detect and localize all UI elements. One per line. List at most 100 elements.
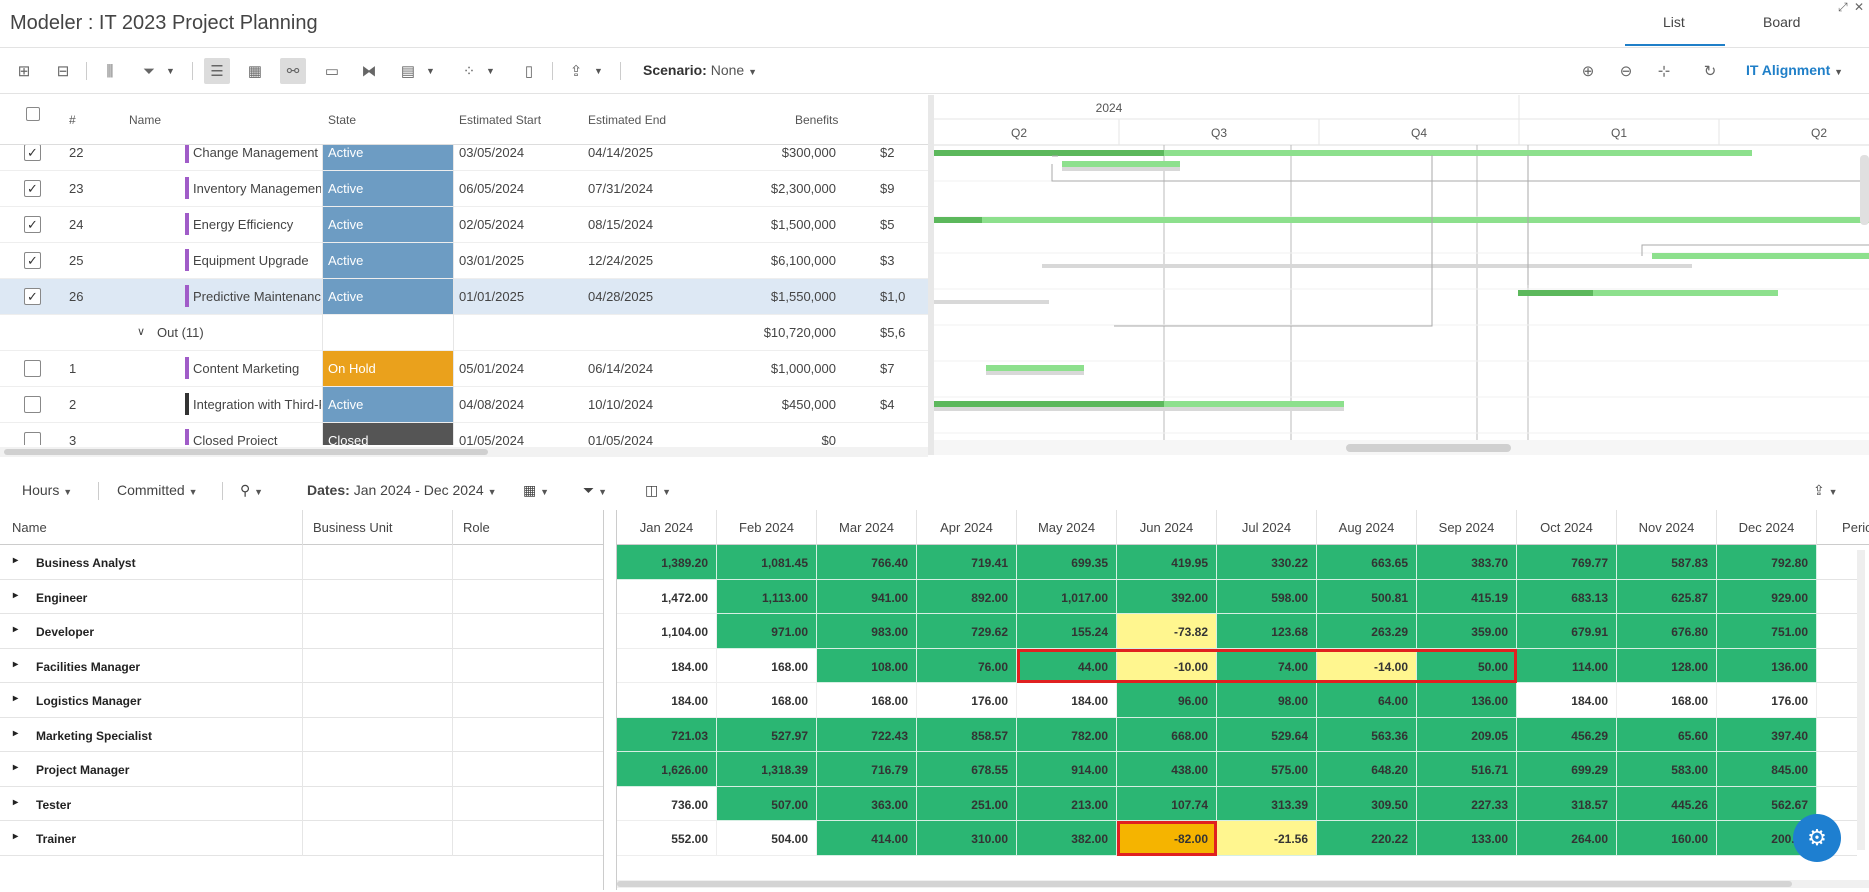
zoom-in-icon[interactable]: ⊕	[1581, 63, 1595, 80]
grid-horizontal-scrollbar[interactable]	[0, 447, 928, 457]
select-all-checkbox[interactable]	[26, 107, 40, 121]
capacity-cell[interactable]: 309.50	[1317, 786, 1417, 821]
capacity-cell[interactable]: -10.00	[1117, 648, 1217, 683]
gantt-task-bar[interactable]	[934, 150, 1752, 156]
expand-row-chevron-icon[interactable]: ▸	[13, 624, 19, 635]
column-header-est-end[interactable]: Estimated End	[588, 113, 667, 127]
capacity-cell[interactable]: 168.00	[1617, 683, 1717, 718]
month-header[interactable]: Jul 2024	[1217, 510, 1317, 545]
month-header[interactable]: Nov 2024	[1617, 510, 1717, 545]
gantt-task-bar[interactable]	[1518, 290, 1778, 296]
month-header[interactable]: Oct 2024	[1517, 510, 1617, 545]
row-checkbox[interactable]: ✓	[24, 180, 41, 197]
capacity-cell[interactable]: 96.00	[1117, 683, 1217, 718]
capacity-cell[interactable]: 516.71	[1417, 752, 1517, 787]
capacity-cell[interactable]: 123.68	[1217, 614, 1317, 649]
project-name[interactable]: Content Marketing	[193, 361, 300, 376]
capacity-cell[interactable]: 562.67	[1717, 786, 1817, 821]
state-badge[interactable]: Active	[322, 387, 453, 422]
resource-filter-icon[interactable]: ⏷ ▼	[583, 482, 608, 498]
project-name[interactable]: Closed Project	[193, 433, 278, 445]
refresh-icon[interactable]: ↻	[1703, 63, 1717, 80]
capacity-cell[interactable]: 1,318.39	[717, 752, 817, 787]
gantt-task-bar[interactable]	[1652, 253, 1869, 259]
project-name[interactable]: Predictive Maintenance	[193, 289, 321, 304]
capacity-cell[interactable]: 769.77	[1517, 545, 1617, 580]
group-row-out[interactable]: ∨ Out (11) $10,720,000 $5,6	[0, 315, 928, 351]
capacity-cell[interactable]: -21.56	[1217, 821, 1317, 856]
capacity-cell[interactable]: 251.00	[917, 786, 1017, 821]
units-selector[interactable]: Hours ▼	[22, 482, 72, 498]
capacity-cell[interactable]: 397.40	[1717, 717, 1817, 752]
capacity-cell[interactable]: 792.80	[1717, 545, 1817, 580]
capacity-cell[interactable]: 383.70	[1417, 545, 1517, 580]
project-name[interactable]: Equipment Upgrade	[193, 253, 309, 268]
capacity-cell[interactable]: 456.29	[1517, 717, 1617, 752]
close-icon[interactable]: ✕	[1854, 0, 1865, 14]
capacity-cell[interactable]: 263.29	[1317, 614, 1417, 649]
capacity-cell[interactable]: 719.41	[917, 545, 1017, 580]
column-header-benefits[interactable]: Benefits	[795, 113, 839, 127]
capacity-cell[interactable]: 699.35	[1017, 545, 1117, 580]
capacity-cell[interactable]: 751.00	[1717, 614, 1817, 649]
project-row[interactable]: ✓ 25 Equipment Upgrade Active 03/01/2025 12/2…	[0, 243, 928, 279]
state-badge[interactable]: Active	[322, 207, 453, 242]
capacity-cell[interactable]: 676.80	[1617, 614, 1717, 649]
capacity-cell[interactable]: 445.26	[1617, 786, 1717, 821]
column-header-business-unit[interactable]: Business Unit	[302, 510, 392, 545]
project-name[interactable]: Inventory Management	[193, 181, 321, 196]
scenario-selector[interactable]: Scenario: None ▼	[643, 62, 757, 78]
month-header[interactable]: Dec 2024	[1717, 510, 1817, 545]
capacity-cell[interactable]: 736.00	[617, 786, 717, 821]
month-header[interactable]: Jan 2024	[617, 510, 717, 545]
capacity-cell[interactable]: 330.22	[1217, 545, 1317, 580]
capacity-cell[interactable]: 98.00	[1217, 683, 1317, 718]
resource-icon[interactable]: ⚲ ▼	[240, 482, 264, 498]
capacity-cell[interactable]: 184.00	[617, 683, 717, 718]
month-header[interactable]: Sep 2024	[1417, 510, 1517, 545]
state-badge[interactable]: Active	[322, 145, 453, 170]
tab-list[interactable]: List	[1663, 14, 1685, 30]
capacity-cell[interactable]: 313.39	[1217, 786, 1317, 821]
column-header-num[interactable]: #	[69, 113, 76, 127]
row-checkbox[interactable]: ✓	[24, 145, 41, 161]
state-badge[interactable]: Active	[322, 279, 453, 314]
capacity-cell[interactable]: 176.00	[917, 683, 1017, 718]
capacity-cell[interactable]: 782.00	[1017, 717, 1117, 752]
capacity-cell[interactable]: 1,389.20	[617, 545, 717, 580]
capacity-cell[interactable]: 625.87	[1617, 579, 1717, 614]
resource-export-icon[interactable]: ⇪ ▼	[1813, 482, 1838, 498]
capacity-cell[interactable]: 44.00	[1017, 648, 1117, 683]
capacity-cell[interactable]: 678.55	[917, 752, 1017, 787]
row-checkbox[interactable]: ✓	[24, 216, 41, 233]
gantt-vertical-scroll-thumb[interactable]	[1860, 155, 1869, 225]
project-row[interactable]: 2 Integration with Third-PartyActive 04/08…	[0, 387, 928, 423]
column-header-resource-name[interactable]: Name	[12, 520, 47, 535]
capacity-cell[interactable]: 108.00	[817, 648, 917, 683]
capacity-cell[interactable]: 583.00	[1617, 752, 1717, 787]
capacity-cell[interactable]: 679.91	[1517, 614, 1617, 649]
assistant-button[interactable]: ⚙	[1793, 814, 1841, 862]
column-header-name[interactable]: Name	[129, 113, 162, 127]
month-header[interactable]: Mar 2024	[817, 510, 917, 545]
row-checkbox[interactable]: ✓	[24, 288, 41, 305]
resource-row[interactable]: ▸ Developer	[0, 614, 603, 649]
capacity-cell[interactable]: 382.00	[1017, 821, 1117, 856]
capacity-cell[interactable]: 184.00	[617, 648, 717, 683]
row-checkbox[interactable]	[24, 432, 41, 445]
capacity-cell[interactable]: 65.60	[1617, 717, 1717, 752]
capacity-cell[interactable]: 527.97	[717, 717, 817, 752]
capacity-cell[interactable]: 983.00	[817, 614, 917, 649]
layout-icon[interactable]: ▤	[400, 63, 416, 80]
date-range-selector[interactable]: Dates: Jan 2024 - Dec 2024 ▼	[307, 482, 496, 498]
capacity-cell[interactable]: 128.00	[1617, 648, 1717, 683]
gantt-task-bar[interactable]	[934, 217, 1869, 223]
capacity-cell[interactable]: 213.00	[1017, 786, 1117, 821]
capacity-cell[interactable]: 114.00	[1517, 648, 1617, 683]
row-checkbox[interactable]: ✓	[24, 252, 41, 269]
expand-row-chevron-icon[interactable]: ▸	[13, 589, 19, 601]
row-checkbox[interactable]	[24, 360, 41, 377]
fit-icon[interactable]: ⊹	[1657, 63, 1671, 80]
capacity-cell[interactable]: 552.00	[617, 821, 717, 856]
chart-dropdown-chevron-icon[interactable]: ▼	[486, 66, 495, 76]
